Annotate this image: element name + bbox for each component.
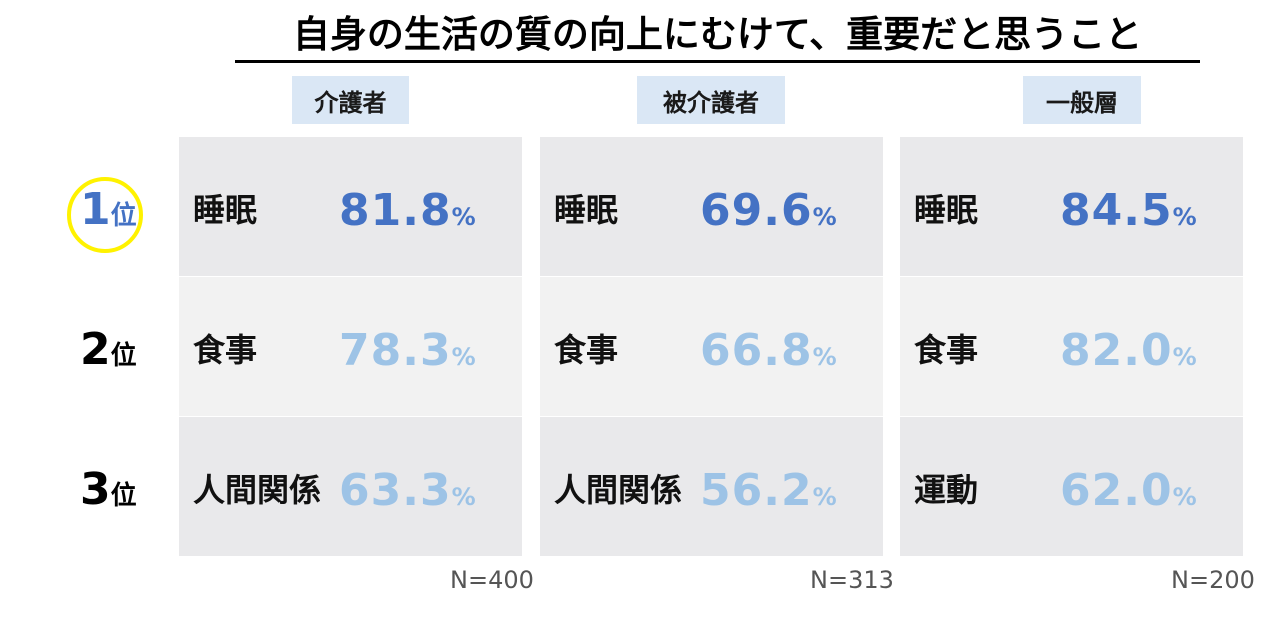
rank-label-3: 3位 [80, 464, 137, 515]
rank-unit: 位 [110, 341, 137, 371]
table-row: 食事 82.0% [900, 277, 1243, 416]
rank-label-2: 2位 [80, 324, 137, 375]
rank-unit: 位 [110, 481, 137, 511]
rank-number: 3 [80, 464, 111, 515]
rank-label-1: 1位 [80, 184, 137, 235]
rank-number: 1 [80, 184, 111, 235]
sample-size-general: N=200 [1171, 566, 1255, 594]
group-header-general: 一般層 [1023, 76, 1141, 124]
item-label: 食事 [554, 331, 619, 369]
value-label: 66.8% [700, 325, 838, 376]
item-label: 人間関係 [193, 471, 322, 509]
group-column-general: 睡眠 84.5% 食事 82.0% 運動 62.0% [900, 137, 1243, 556]
item-label: 睡眠 [193, 191, 258, 229]
table-row: 人間関係 56.2% [540, 417, 883, 556]
group-header-caregiver: 介護者 [292, 76, 409, 124]
value-label: 78.3% [339, 325, 477, 376]
item-label: 食事 [914, 331, 979, 369]
table-row: 人間関係 63.3% [179, 417, 522, 556]
table-row: 食事 78.3% [179, 277, 522, 416]
group-column-caregiver: 睡眠 81.8% 食事 78.3% 人間関係 63.3% [179, 137, 522, 556]
item-label: 睡眠 [554, 191, 619, 229]
table-row: 食事 66.8% [540, 277, 883, 416]
item-label: 人間関係 [554, 471, 683, 509]
sample-size-caregiver: N=400 [450, 566, 534, 594]
rank-1-highlight-circle [67, 177, 143, 253]
table-row: 睡眠 69.6% [540, 137, 883, 276]
value-label: 69.6% [700, 185, 838, 236]
item-label: 食事 [193, 331, 258, 369]
value-label: 81.8% [339, 185, 477, 236]
table-row: 運動 62.0% [900, 417, 1243, 556]
table-row: 睡眠 84.5% [900, 137, 1243, 276]
value-label: 56.2% [700, 465, 838, 516]
value-label: 84.5% [1060, 185, 1198, 236]
sample-size-care-recipient: N=313 [810, 566, 894, 594]
chart-title: 自身の生活の質の向上にむけて、重要だと思うこと [235, 12, 1200, 63]
value-label: 63.3% [339, 465, 477, 516]
rank-number: 2 [80, 324, 111, 375]
table-row: 睡眠 81.8% [179, 137, 522, 276]
group-column-care-recipient: 睡眠 69.6% 食事 66.8% 人間関係 56.2% [540, 137, 883, 556]
value-label: 62.0% [1060, 465, 1198, 516]
rank-unit: 位 [110, 201, 137, 231]
item-label: 運動 [914, 471, 979, 509]
item-label: 睡眠 [914, 191, 979, 229]
group-header-care-recipient: 被介護者 [637, 76, 785, 124]
value-label: 82.0% [1060, 325, 1198, 376]
